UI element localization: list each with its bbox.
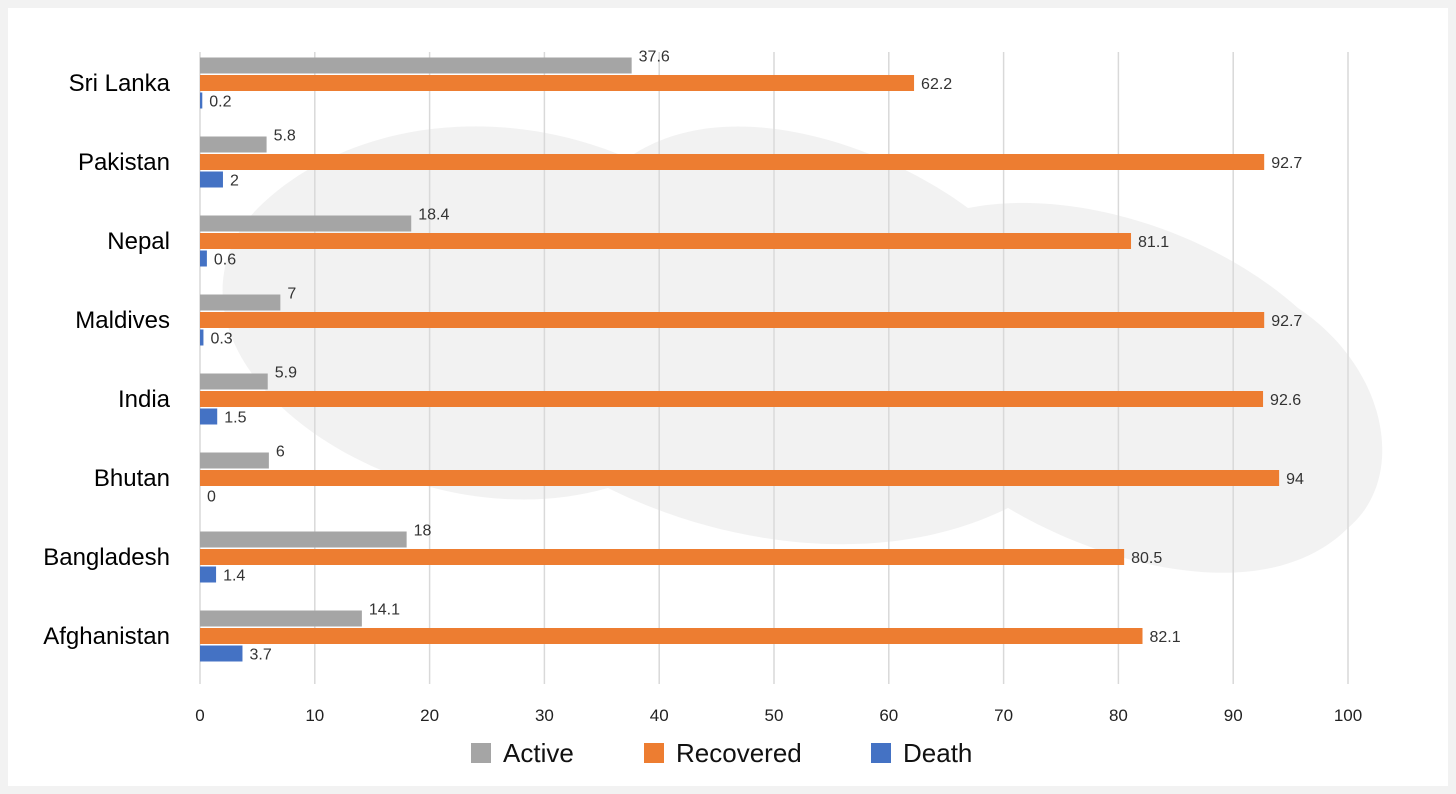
tick-label-30: 30 bbox=[535, 706, 554, 725]
data-label-death-pakistan: 2 bbox=[230, 173, 239, 190]
tick-label-20: 20 bbox=[420, 706, 439, 725]
data-label-recovered-india: 92.6 bbox=[1270, 392, 1301, 409]
legend-label-active: Active bbox=[503, 738, 574, 768]
data-label-death-nepal: 0.6 bbox=[214, 252, 236, 269]
tick-label-10: 10 bbox=[305, 706, 324, 725]
data-label-active-afghanistan: 14.1 bbox=[369, 602, 400, 619]
tick-label-60: 60 bbox=[879, 706, 898, 725]
bar-chart: 37.6 62.2 0.2 5.8 92.7 2 18.4 81.1 0.6 7 92.7 0.3 5.… bbox=[43, 49, 1383, 768]
data-label-active-maldives: 7 bbox=[287, 286, 296, 303]
data-label-death-bangladesh: 1.4 bbox=[223, 568, 245, 585]
bar-death-bangladesh bbox=[200, 566, 217, 583]
bar-recovered-afghanistan bbox=[200, 628, 1143, 644]
x-axis-tick-labels: 0 10 20 30 40 50 60 70 80 90 100 bbox=[195, 706, 1362, 725]
bar-recovered-pakistan bbox=[200, 154, 1265, 170]
data-label-recovered-nepal: 81.1 bbox=[1138, 234, 1169, 251]
data-label-death-bhutan: 0 bbox=[207, 489, 216, 506]
bar-active-nepal bbox=[200, 215, 412, 232]
bar-death-sri-lanka bbox=[200, 92, 203, 109]
chart-frame: 37.6 62.2 0.2 5.8 92.7 2 18.4 81.1 0.6 7 92.7 0.3 5.… bbox=[8, 8, 1448, 786]
data-label-active-nepal: 18.4 bbox=[418, 207, 449, 224]
category-label-maldives: Maldives bbox=[75, 307, 170, 334]
legend: Active Recovered Death bbox=[471, 738, 972, 768]
category-label-afghanistan: Afghanistan bbox=[43, 623, 170, 650]
data-label-active-sri-lanka: 37.6 bbox=[639, 49, 670, 66]
tick-label-70: 70 bbox=[994, 706, 1013, 725]
tick-label-0: 0 bbox=[195, 706, 204, 725]
bar-active-bangladesh bbox=[200, 531, 407, 548]
map-watermark bbox=[222, 126, 1383, 573]
category-labels: Sri Lanka Pakistan Nepal Maldives India Bhuta… bbox=[43, 70, 170, 650]
data-label-death-sri-lanka: 0.2 bbox=[209, 94, 231, 111]
tick-label-40: 40 bbox=[650, 706, 669, 725]
bar-active-india bbox=[200, 373, 268, 390]
tick-label-90: 90 bbox=[1224, 706, 1243, 725]
data-label-active-bhutan: 6 bbox=[276, 444, 285, 461]
data-label-recovered-bangladesh: 80.5 bbox=[1131, 550, 1162, 567]
data-label-recovered-sri-lanka: 62.2 bbox=[921, 76, 952, 93]
data-label-death-maldives: 0.3 bbox=[210, 331, 232, 348]
data-label-active-bangladesh: 18 bbox=[414, 523, 432, 540]
category-label-bangladesh: Bangladesh bbox=[43, 544, 170, 571]
data-label-active-pakistan: 5.8 bbox=[274, 128, 296, 145]
bar-active-pakistan bbox=[200, 136, 267, 153]
legend-label-death: Death bbox=[903, 738, 972, 768]
bar-recovered-bhutan bbox=[200, 470, 1280, 486]
bar-active-afghanistan bbox=[200, 610, 362, 627]
bar-death-afghanistan bbox=[200, 645, 243, 662]
data-label-active-india: 5.9 bbox=[275, 365, 297, 382]
bar-death-nepal bbox=[200, 250, 207, 267]
bar-recovered-india bbox=[200, 391, 1264, 407]
legend-swatch-death bbox=[871, 743, 891, 763]
category-label-india: India bbox=[118, 386, 171, 413]
data-label-recovered-bhutan: 94 bbox=[1286, 471, 1304, 488]
legend-label-recovered: Recovered bbox=[676, 738, 802, 768]
data-labels: 37.6 62.2 0.2 5.8 92.7 2 18.4 81.1 0.6 7 92.7 0.3 5.… bbox=[207, 49, 1304, 664]
data-label-recovered-maldives: 92.7 bbox=[1271, 313, 1302, 330]
bar-death-pakistan bbox=[200, 171, 223, 188]
bar-recovered-bangladesh bbox=[200, 549, 1125, 565]
category-label-bhutan: Bhutan bbox=[94, 465, 170, 492]
data-label-death-afghanistan: 3.7 bbox=[249, 647, 271, 664]
bar-active-maldives bbox=[200, 294, 281, 311]
bar-active-bhutan bbox=[200, 452, 269, 469]
category-label-pakistan: Pakistan bbox=[78, 149, 170, 176]
tick-label-100: 100 bbox=[1334, 706, 1362, 725]
bar-recovered-sri-lanka bbox=[200, 75, 915, 91]
data-label-recovered-pakistan: 92.7 bbox=[1271, 155, 1302, 172]
bar-death-india bbox=[200, 408, 218, 425]
category-label-nepal: Nepal bbox=[107, 228, 170, 255]
tick-label-50: 50 bbox=[765, 706, 784, 725]
bar-recovered-maldives bbox=[200, 312, 1265, 328]
legend-swatch-active bbox=[471, 743, 491, 763]
bar-death-maldives bbox=[200, 329, 204, 346]
legend-swatch-recovered bbox=[644, 743, 664, 763]
tick-label-80: 80 bbox=[1109, 706, 1128, 725]
bar-active-sri-lanka bbox=[200, 57, 632, 74]
bars bbox=[200, 57, 1280, 662]
data-label-recovered-afghanistan: 82.1 bbox=[1150, 629, 1181, 646]
bar-recovered-nepal bbox=[200, 233, 1132, 249]
data-label-death-india: 1.5 bbox=[224, 410, 246, 427]
category-label-sri-lanka: Sri Lanka bbox=[69, 70, 171, 97]
